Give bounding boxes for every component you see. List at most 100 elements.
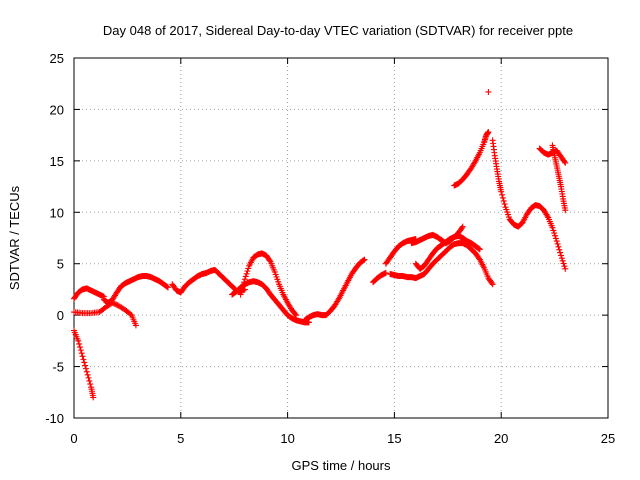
plot-frame (73, 57, 609, 419)
series-8 (301, 256, 368, 324)
grid-lines (74, 58, 608, 418)
data-point (239, 285, 246, 292)
data-point (244, 268, 251, 275)
y-tick-label: -5 (52, 360, 64, 375)
data-point (561, 263, 568, 270)
data-point (560, 260, 567, 267)
y-tick-label: 10 (50, 205, 64, 220)
data-point (84, 371, 91, 378)
y-tick-label: 20 (50, 102, 64, 117)
series-13 (412, 232, 483, 272)
data-point (476, 246, 483, 253)
data-point (555, 243, 562, 250)
data-point (77, 347, 84, 354)
data-point (240, 282, 247, 289)
data-point (499, 191, 506, 198)
y-tick-labels: -10 -5 0 5 10 15 20 25 (45, 51, 64, 426)
data-point (238, 288, 245, 295)
data-point (498, 188, 505, 195)
data-point (75, 337, 82, 344)
data-point (241, 286, 248, 293)
series-11 (387, 240, 496, 288)
data-point (293, 312, 300, 319)
x-axis-label: GPS time / hours (292, 458, 391, 473)
data-points (71, 88, 569, 401)
data-point (558, 255, 565, 262)
x-tick-labels: 0 5 10 15 20 25 (70, 431, 615, 446)
data-point (552, 232, 559, 239)
data-point (562, 159, 569, 166)
data-point (471, 159, 478, 166)
data-point (562, 265, 569, 272)
series-2 (71, 285, 107, 302)
x-tick-label: 25 (601, 431, 615, 446)
data-point (79, 353, 86, 360)
y-axis-label: SDTVAR / TECUs (7, 185, 22, 290)
data-point (553, 238, 560, 245)
series-1 (71, 327, 97, 401)
x-tick-label: 5 (177, 431, 184, 446)
data-point (76, 340, 83, 347)
data-point (305, 319, 312, 326)
data-point (245, 265, 252, 272)
series-5 (169, 266, 248, 296)
data-point (556, 246, 563, 253)
data-point (544, 212, 551, 219)
data-point (459, 223, 466, 230)
x-tick-label: 15 (387, 431, 401, 446)
series-14 (451, 129, 492, 189)
data-point (558, 252, 565, 259)
data-point (82, 365, 89, 372)
data-point (241, 279, 248, 286)
data-point (80, 356, 87, 363)
data-point (488, 280, 495, 287)
series-9 (370, 269, 389, 286)
data-point (549, 224, 556, 231)
data-point (113, 301, 120, 308)
data-point (292, 311, 299, 318)
data-point (86, 377, 93, 384)
data-point (242, 273, 249, 280)
axis-ticks (73, 57, 609, 419)
data-point (76, 344, 83, 351)
series-4 (100, 273, 171, 306)
series-7 (237, 250, 300, 319)
data-point (360, 257, 367, 264)
chart-title: Day 048 of 2017, Sidereal Day-to-day VTE… (103, 23, 573, 38)
x-tick-label: 0 (70, 431, 77, 446)
data-point (557, 249, 564, 256)
data-point (237, 291, 244, 298)
data-point (475, 245, 482, 252)
data-point (489, 281, 496, 288)
data-point (87, 381, 94, 388)
x-tick-label: 10 (280, 431, 294, 446)
data-point (458, 224, 465, 231)
data-point (90, 394, 97, 401)
data-point (83, 368, 90, 375)
series-16 (489, 137, 569, 272)
data-point (552, 235, 559, 242)
series-3 (71, 299, 139, 329)
data-point (485, 88, 492, 95)
data-point (559, 257, 566, 264)
data-point (554, 240, 561, 247)
data-point (501, 201, 508, 208)
data-point (562, 207, 569, 214)
data-point (127, 311, 134, 318)
data-point (82, 362, 89, 369)
data-point (500, 197, 507, 204)
data-point (485, 129, 492, 136)
x-tick-label: 20 (494, 431, 508, 446)
data-point (361, 256, 368, 263)
data-point (132, 322, 139, 329)
data-point (81, 359, 88, 366)
data-point (499, 194, 506, 201)
data-point (561, 158, 568, 165)
series-15 (485, 88, 492, 95)
data-point (550, 227, 557, 234)
data-point (551, 230, 558, 237)
data-point (114, 302, 121, 309)
data-point (241, 276, 248, 283)
data-point (85, 374, 92, 381)
